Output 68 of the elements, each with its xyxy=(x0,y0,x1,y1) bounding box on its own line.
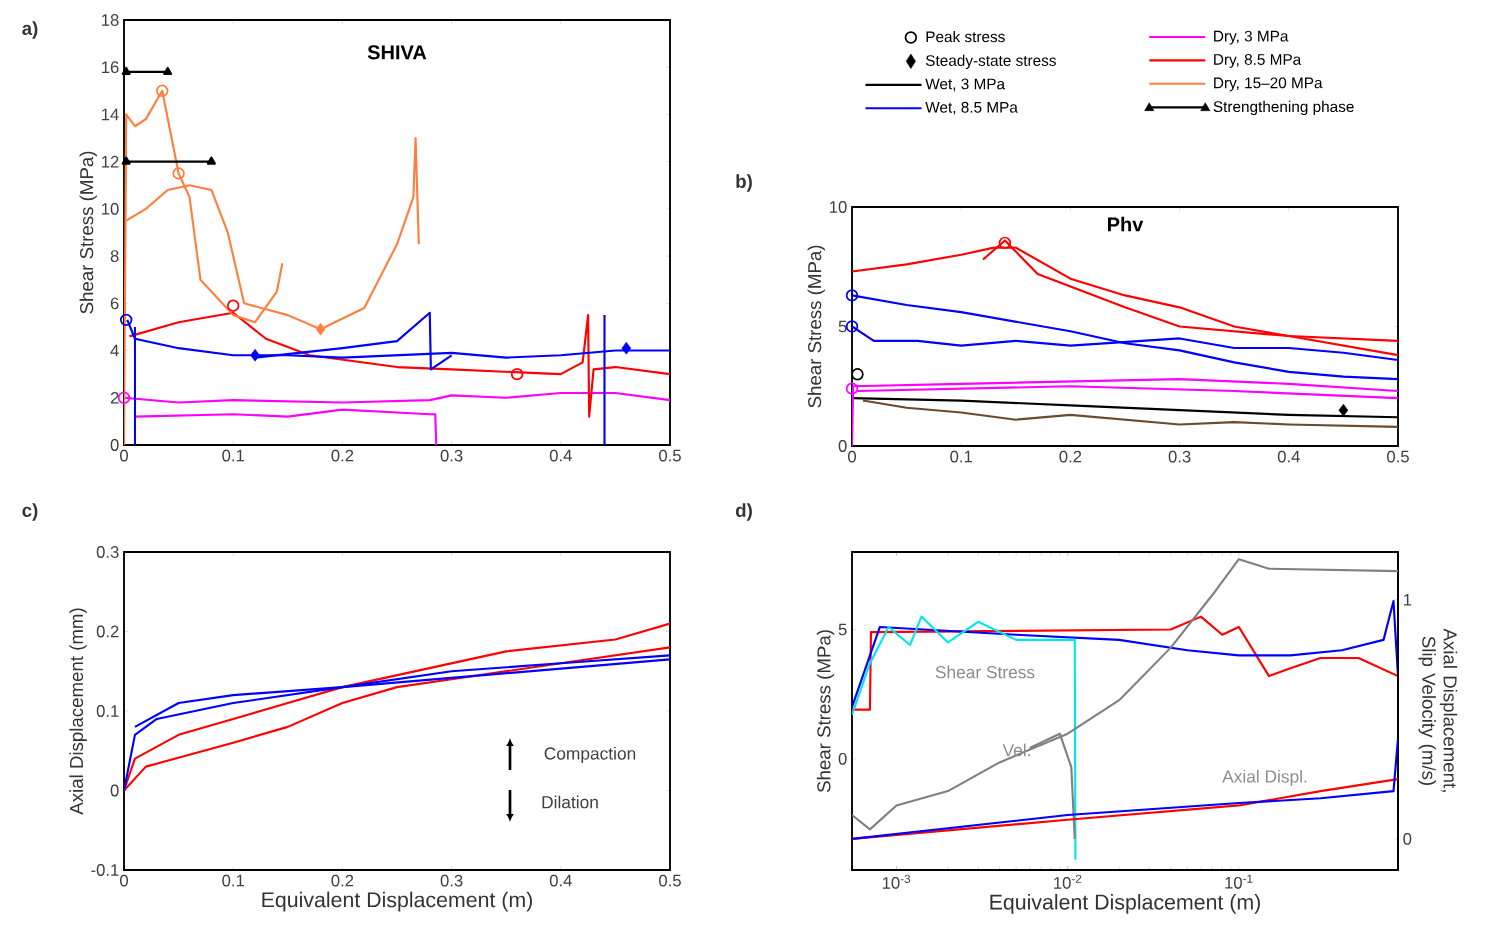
x-tick-label: 0.5 xyxy=(659,874,681,887)
y-tick-label: 5 xyxy=(838,623,847,636)
x-tick-label: 10$^{-3}$ xyxy=(882,874,911,889)
x-tick-label: 0.5 xyxy=(1387,450,1409,463)
y-tick-label: 12 xyxy=(102,155,119,168)
legend-label: Steady-state stress xyxy=(925,54,1056,70)
legend-label: Peak stress xyxy=(926,30,1005,43)
y-tick-label: 0.1 xyxy=(96,705,119,717)
y2-tick-label: 0 xyxy=(1403,833,1412,845)
x-tick-label: 0.1 xyxy=(950,450,972,463)
y-tick-label: 0 xyxy=(110,439,119,451)
y-tick-label: 0 xyxy=(110,784,119,797)
y-tick-label: 0.3 xyxy=(96,546,119,558)
y2-tick-label: 1 xyxy=(1403,594,1412,606)
y-axis-title: Axial Displacement (mm) xyxy=(69,608,87,815)
x-tick-label: 0.1 xyxy=(222,874,244,887)
legend-label: Dry, 8.5 MPa xyxy=(1214,54,1302,68)
text: d) xyxy=(735,503,752,521)
legend-label: Strengthening phase xyxy=(1213,100,1354,116)
x-tick-label: 0.4 xyxy=(1277,450,1300,463)
y-tick-label: 10 xyxy=(830,201,847,213)
y-tick-label: 16 xyxy=(102,61,119,74)
legend-label: Dry, 15–20 MPa xyxy=(1214,77,1323,92)
x-tick-label: 0.3 xyxy=(440,874,463,887)
y-tick-label: 18 xyxy=(102,14,119,26)
x-tick-label: 0.3 xyxy=(1168,450,1191,463)
y-tick-label: 0.2 xyxy=(96,625,119,638)
x-tick-label: 0 xyxy=(848,450,856,463)
x-tick-label: 0.2 xyxy=(331,874,354,887)
annotation: Axial Displ. xyxy=(1222,769,1307,787)
annotation: Shear Stress xyxy=(935,665,1035,679)
annotation: Compaction xyxy=(544,746,636,764)
x-tick-label: 0.2 xyxy=(1059,450,1082,463)
text: b) xyxy=(736,174,752,192)
y-tick-label: -0.1 xyxy=(91,864,119,876)
legend-label: Dry, 3 MPa xyxy=(1214,30,1289,45)
y-tick-label: 0 xyxy=(838,752,847,765)
y-tick-label: 6 xyxy=(110,297,119,310)
annotation: Vel. xyxy=(1002,743,1030,757)
x-tick-label: 0.5 xyxy=(659,449,681,462)
y-tick-label: 5 xyxy=(838,320,847,333)
x-tick-label: 10$^{-1}$ xyxy=(1225,874,1253,889)
y2-axis-title: Axial Displacement, Slip Velocity (m/s) xyxy=(1418,628,1458,792)
legend-label: Wet, 3 MPa xyxy=(925,78,1006,92)
x-axis-title: Equivalent Displacement (m) xyxy=(990,893,1260,914)
x-tick-label: 0.4 xyxy=(549,874,572,887)
x-axis-title: Equivalent Displacement (m) xyxy=(262,891,532,912)
annotation: Dilation xyxy=(542,795,598,809)
y-tick-label: 8 xyxy=(110,250,119,262)
y-tick-label: 0 xyxy=(838,440,847,452)
y-tick-label: 14 xyxy=(102,108,119,121)
y-axis-title: Shear Stress (MPa) xyxy=(79,151,97,314)
x-tick-label: 0.3 xyxy=(440,449,463,462)
y-tick-label: 4 xyxy=(110,344,119,357)
x-tick-label: 0.1 xyxy=(222,449,244,462)
legend-label: Wet, 8.5 MPa xyxy=(925,101,1018,115)
x-tick-label: 0.4 xyxy=(549,449,572,462)
text: a) xyxy=(22,21,38,39)
chart-title: Phv xyxy=(1108,216,1144,232)
x-tick-label: 0 xyxy=(120,874,128,887)
x-tick-label: 0.2 xyxy=(331,449,354,462)
text: SHIVA xyxy=(367,45,427,60)
x-tick-label: 0 xyxy=(120,449,128,462)
x-tick-label: 10$^{-2}$ xyxy=(1054,874,1082,889)
text: c) xyxy=(22,503,38,521)
y-axis-title: Shear Stress (MPa) xyxy=(807,245,825,408)
y-axis-title: Shear Stress (MPa) xyxy=(816,630,835,793)
y-tick-label: 10 xyxy=(102,202,119,215)
